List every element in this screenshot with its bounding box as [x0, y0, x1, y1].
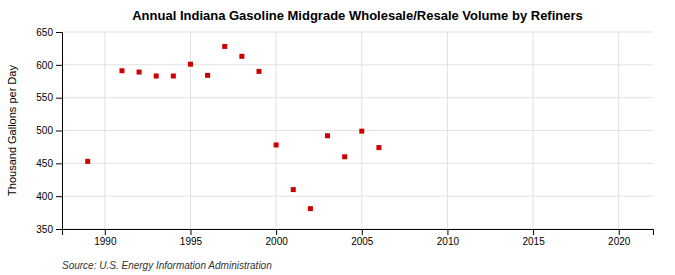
tick-mark [362, 229, 363, 235]
tick-mark [533, 229, 534, 235]
point [154, 73, 159, 78]
grid-line [62, 32, 653, 33]
point [359, 129, 364, 134]
tick-label: 500 [36, 125, 53, 136]
tick: 550 [36, 92, 62, 103]
tick: 400 [36, 191, 62, 202]
grid [62, 32, 653, 229]
tick-mark [56, 65, 62, 66]
point [239, 54, 244, 59]
source: Source: U.S. Energy Information Administ… [62, 260, 272, 271]
tick: 1990 [94, 229, 117, 247]
point [257, 69, 262, 74]
tick-label: 400 [36, 191, 53, 202]
tick-label: 2005 [351, 236, 374, 247]
tick: 2010 [437, 229, 460, 247]
point [325, 133, 330, 138]
point [291, 187, 296, 192]
tick: 2015 [522, 229, 545, 247]
axis-line [63, 230, 654, 236]
points [85, 44, 381, 211]
tick: 350 [36, 224, 62, 235]
tick-label: 550 [36, 92, 53, 103]
point [205, 73, 210, 78]
chart: 1990 1995 2000 2005 2010 2015 2020 350 400 450 500… [0, 0, 675, 275]
tick-mark [56, 131, 62, 132]
tick-mark [619, 229, 620, 235]
point [376, 145, 381, 150]
y-axis: 350 400 450 500 550 600 650 [36, 27, 62, 235]
tick-label: 2015 [522, 236, 545, 247]
point [342, 154, 347, 159]
point [85, 159, 90, 164]
y-axis-label: Thousand Gallons per Day [6, 65, 18, 196]
tick-label: 2000 [266, 236, 289, 247]
tick-label: 650 [36, 27, 53, 38]
tick-label: 2020 [608, 236, 631, 247]
tick-mark [447, 229, 448, 235]
tick-label: 1995 [180, 236, 203, 247]
tick-mark [276, 229, 277, 235]
tick-mark [56, 32, 62, 33]
tick: 1995 [180, 229, 203, 247]
point [308, 206, 313, 211]
tick-label: 1990 [94, 236, 117, 247]
tick-mark [105, 229, 106, 235]
x-axis: 1990 1995 2000 2005 2010 2015 2020 [63, 229, 654, 247]
tick-label: 350 [36, 224, 53, 235]
plot: 1990 1995 2000 2005 2010 2015 2020 350 400 450 500… [36, 27, 653, 247]
tick: 2000 [266, 229, 289, 247]
tick: 500 [36, 125, 62, 136]
title: Annual Indiana Gasoline Midgrade Wholesa… [132, 8, 583, 23]
tick-label: 2010 [437, 236, 460, 247]
tick-mark [56, 229, 62, 230]
tick: 2020 [608, 229, 631, 247]
tick-mark [56, 196, 62, 197]
tick: 450 [36, 158, 62, 169]
tick: 600 [36, 60, 62, 71]
grid-line [62, 196, 653, 197]
point [188, 62, 193, 67]
tick-label: 450 [36, 158, 53, 169]
tick-mark [56, 98, 62, 99]
tick-mark [56, 163, 62, 164]
grid-line [62, 163, 653, 164]
tick: 2005 [351, 229, 374, 247]
point [222, 44, 227, 49]
point [119, 68, 124, 73]
grid-line [62, 64, 653, 65]
grid-line [62, 97, 653, 98]
point [274, 142, 279, 147]
tick-label: 600 [36, 60, 53, 71]
point [171, 73, 176, 78]
axis-line [56, 33, 63, 230]
grid-line [62, 130, 653, 131]
tick-mark [190, 229, 191, 235]
tick: 650 [36, 27, 62, 38]
point [137, 70, 142, 75]
